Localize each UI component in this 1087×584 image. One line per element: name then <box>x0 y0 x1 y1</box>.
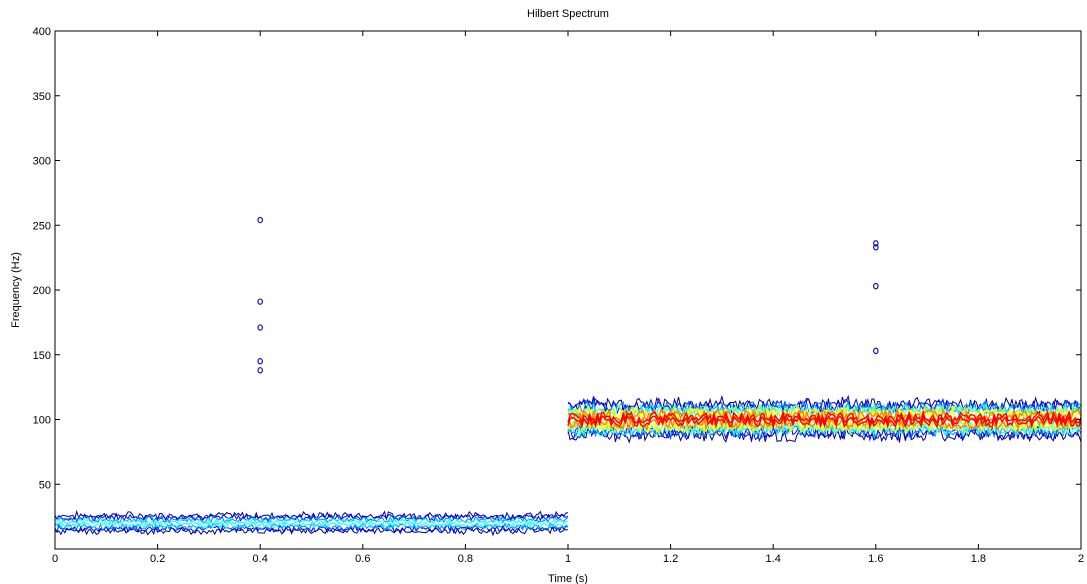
contour-level-lower <box>567 413 1082 430</box>
x-tick-label: 1.8 <box>971 553 986 565</box>
x-tick-label: 0.4 <box>253 553 268 565</box>
contour-level-lower <box>54 523 569 534</box>
x-tick-label: 0.6 <box>355 553 370 565</box>
x-tick-label: 0 <box>52 553 58 565</box>
contour-level-upper <box>54 511 569 522</box>
contour-level-lower <box>54 525 569 537</box>
contour-level-upper <box>54 517 569 526</box>
transient-point <box>872 282 879 290</box>
y-tick-label: 350 <box>33 91 51 103</box>
transient-point <box>257 216 264 224</box>
y-tick-label: 400 <box>33 26 51 38</box>
x-axis-label: Time (s) <box>548 573 588 584</box>
low-band <box>54 509 569 537</box>
x-tick-label: 0.2 <box>150 553 165 565</box>
y-axis-label: Frequency (Hz) <box>10 252 22 328</box>
transient-point <box>257 367 264 374</box>
y-tick-label: 150 <box>33 350 51 362</box>
x-tick-label: 0.8 <box>458 553 473 565</box>
transient-point <box>257 358 264 365</box>
x-tick-label: 1.6 <box>868 553 883 565</box>
y-tick-label: 50 <box>39 479 51 491</box>
y-tick-label: 250 <box>33 220 51 232</box>
x-tick-label: 1.4 <box>766 553 781 565</box>
transient-point <box>257 298 264 305</box>
transient-point <box>872 240 879 247</box>
transient-points <box>257 216 879 374</box>
high-band <box>567 394 1082 444</box>
transient-point <box>257 324 264 331</box>
y-axis-ticks: 50 100 150 200 250 300 350 400 <box>33 26 1081 491</box>
contour-level-lower <box>54 520 569 530</box>
chart-title: Hilbert Spectrum <box>527 8 609 20</box>
x-axis-ticks: 0 0.2 0.4 0.6 0.8 1 1.2 1.4 1.6 1.8 2 <box>52 31 1084 565</box>
plot-area <box>55 31 1081 549</box>
x-tick-label: 1 <box>565 553 571 565</box>
x-tick-label: 2 <box>1078 553 1084 565</box>
contour-level-upper <box>567 399 1082 418</box>
transient-point <box>872 244 879 251</box>
contour-level-upper <box>567 409 1082 426</box>
y-tick-label: 100 <box>33 415 51 427</box>
x-tick-label: 1.2 <box>663 553 678 565</box>
y-tick-label: 300 <box>33 156 51 168</box>
spectrum-bands <box>54 394 1082 537</box>
y-tick-label: 200 <box>33 285 51 297</box>
transient-point <box>872 347 879 355</box>
contour-level-lower <box>567 415 1082 432</box>
